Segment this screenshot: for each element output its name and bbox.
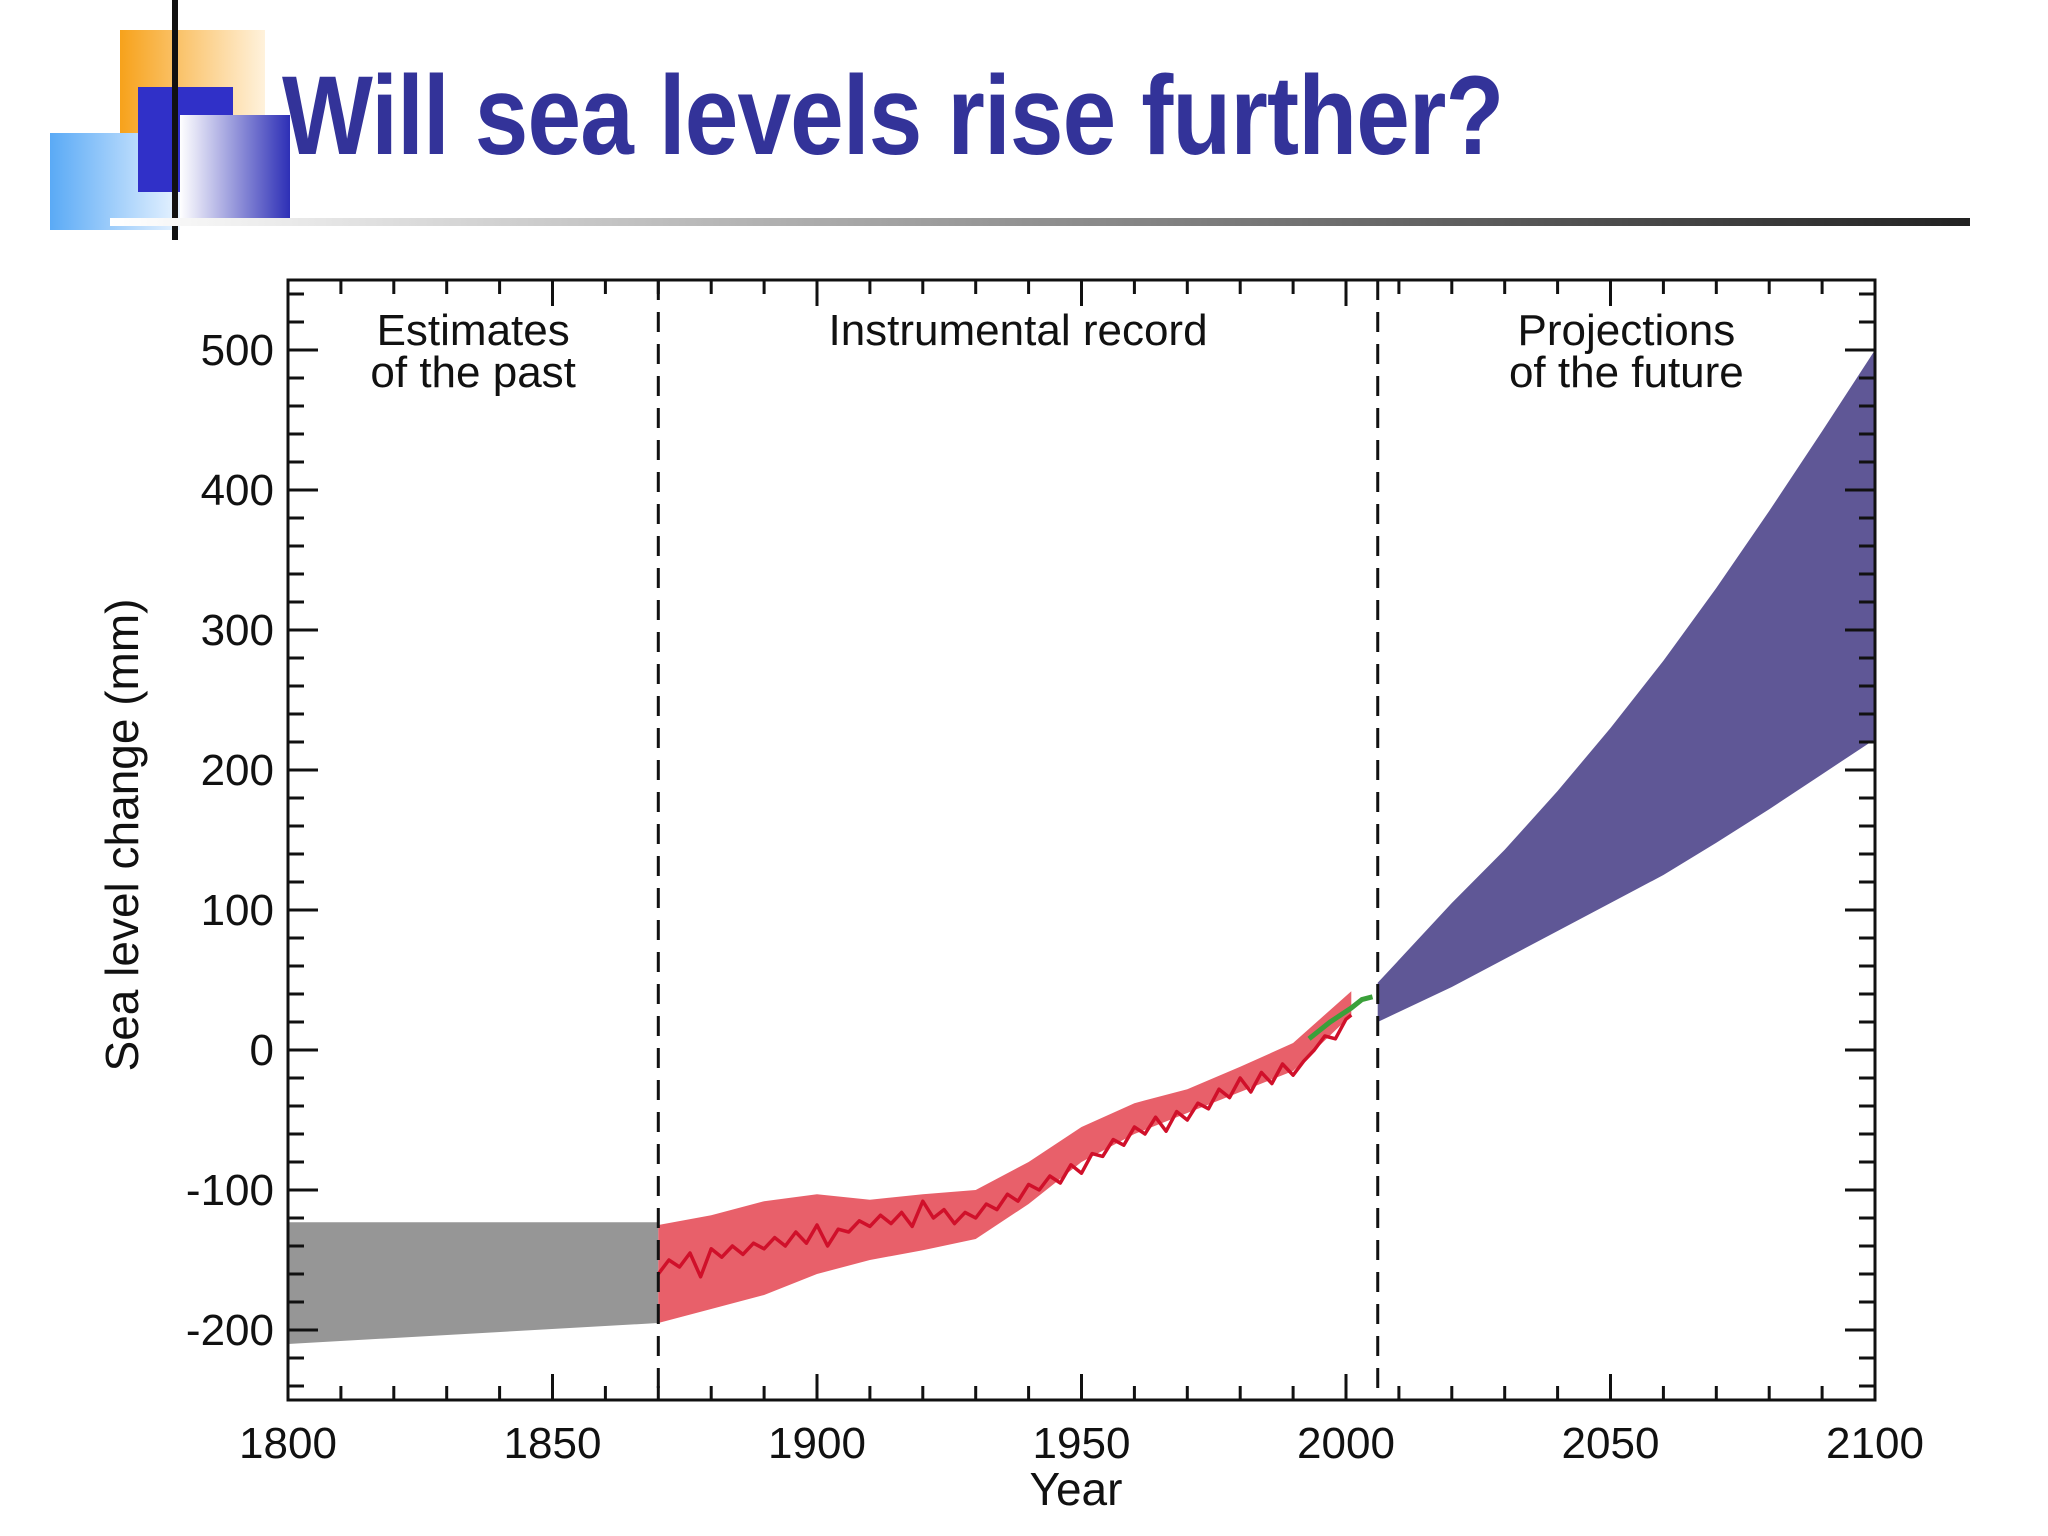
- y-tick-label: 200: [201, 746, 274, 795]
- y-tick-label: 500: [201, 326, 274, 375]
- y-tick-label: 100: [201, 886, 274, 935]
- chart-ticks: [286, 278, 1877, 1402]
- instrumental-line: [656, 1013, 1353, 1279]
- x-tick-label: 1900: [768, 1419, 866, 1468]
- y-tick-label: -200: [186, 1306, 274, 1355]
- x-axis-label: Year: [1030, 1463, 1123, 1515]
- x-tick-label: 2100: [1826, 1419, 1924, 1468]
- chart-dividers: [656, 280, 1380, 1400]
- slide-title: Will sea levels rise further?: [282, 53, 1504, 178]
- chart-bands: [288, 350, 1875, 1344]
- logo-gradient-square: [180, 115, 290, 220]
- y-tick-label: 0: [250, 1026, 274, 1075]
- satellite-line: [1307, 994, 1374, 1041]
- chart-tick-labels: 1800 1850 1900 1950 2000 2050 2100 -200 -100 0 100…: [186, 326, 1924, 1468]
- x-tick-label: 2000: [1297, 1419, 1395, 1468]
- region-annotation: Estimates of the past: [370, 306, 575, 397]
- x-tick-label: 1850: [504, 1419, 602, 1468]
- instrumental-band: [658, 991, 1352, 1323]
- x-tick-label: 1950: [1033, 1419, 1131, 1468]
- chart-annotations: Estimates of the past Instrumental record P…: [370, 306, 1743, 397]
- past-band: [288, 1222, 659, 1344]
- chart-lines: [656, 994, 1374, 1279]
- y-tick-label: 400: [201, 466, 274, 515]
- slide-logo: [50, 0, 290, 240]
- region-annotation: Projections of the future: [1509, 306, 1744, 397]
- logo-vertical-bar: [172, 0, 178, 240]
- region-annotation: Instrumental record: [828, 306, 1207, 355]
- y-tick-label: 300: [201, 606, 274, 655]
- projection-band: [1377, 350, 1875, 1022]
- y-axis-label: Sea level change (mm): [96, 599, 148, 1072]
- title-underline: [110, 218, 1970, 226]
- x-tick-label: 2050: [1562, 1419, 1660, 1468]
- x-tick-label: 1800: [239, 1419, 337, 1468]
- y-tick-label: -100: [186, 1166, 274, 1215]
